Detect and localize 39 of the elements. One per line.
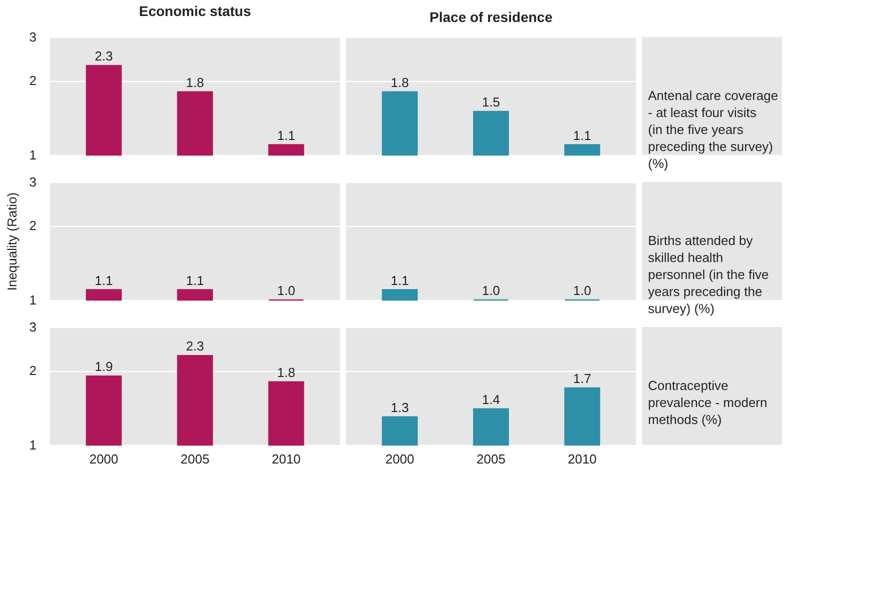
x-tick-label: 2010 (568, 452, 597, 466)
data-label: 1.9 (94, 359, 113, 374)
x-tick-label: 2000 (89, 452, 118, 466)
y-axis-title: Inequality (Ratio) (4, 192, 20, 291)
data-label: 1.1 (94, 272, 113, 288)
data-label: 2.3 (94, 48, 113, 64)
data-label: 1.0 (482, 283, 500, 298)
x-tick-label: 2010 (272, 452, 301, 466)
x-tick-label: 2000 (385, 452, 414, 466)
y-tick-label: 3 (29, 174, 36, 190)
data-label: 1.1 (277, 128, 296, 143)
data-label: 1.1 (573, 128, 592, 143)
data-label: 1.3 (390, 400, 409, 415)
chart-title: Economic status (138, 3, 252, 19)
y-tick-label: 2 (29, 218, 36, 234)
data-label: 1.8 (186, 74, 204, 90)
text: Antenal care coverage - at least four visits (in the five years preceding the survey) (%) (648, 88, 778, 171)
text: Births attended by skilled health personnel (in the five years preceding the survey) (%) (648, 233, 769, 316)
y-tick-label: 1 (29, 438, 36, 452)
y-tick-label: 2 (29, 363, 36, 378)
data-label: 1.0 (573, 283, 592, 298)
x-tick-label: 2005 (476, 452, 506, 466)
data-label: 1.5 (482, 94, 500, 110)
y-tick-label: 1 (29, 148, 36, 162)
y-tick-label: 3 (29, 30, 36, 44)
data-label: 1.0 (277, 283, 296, 298)
data-label: 2.3 (186, 338, 204, 354)
x-tick-label: 2005 (180, 452, 210, 466)
data-label: 1.8 (390, 74, 409, 90)
y-tick-label: 3 (29, 320, 36, 334)
data-label: 1.7 (573, 371, 592, 386)
data-label: 1.8 (277, 364, 296, 380)
data-label: 1.1 (186, 272, 204, 288)
y-tick-label: 1 (29, 292, 36, 308)
chart-title: Place of residence (430, 9, 553, 25)
text: Contraceptive prevalence - modern methods (%) (648, 378, 768, 427)
data-label: 1.1 (390, 272, 409, 288)
data-label: 1.4 (482, 392, 500, 407)
y-tick-label: 2 (29, 73, 36, 88)
